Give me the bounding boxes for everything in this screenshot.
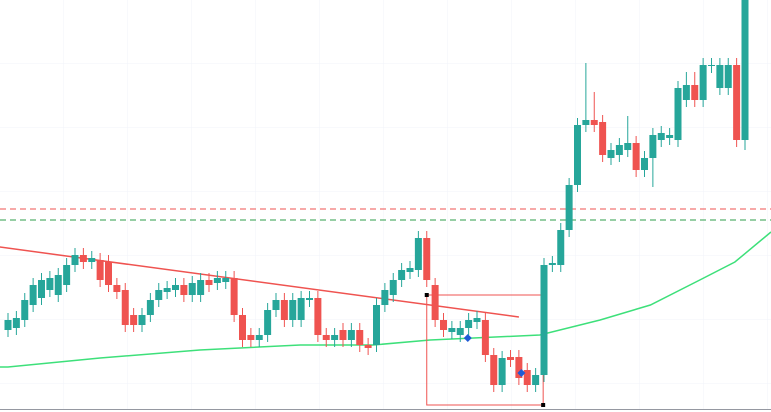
candle-body [649,135,657,158]
candle-body [113,285,121,292]
candle-body [565,185,573,230]
candle-body [624,143,632,150]
candle-body [146,300,154,315]
candle-body [515,357,523,378]
candle-body [398,270,406,280]
candle-body [331,335,339,340]
candle-body [230,278,238,315]
candle-body [607,150,615,158]
candle-body [4,320,12,330]
candle-body [632,143,640,170]
candle-body [264,310,272,335]
candle-body [46,278,54,290]
box-handle [541,403,546,407]
candle-body [733,65,741,140]
candle-body [691,85,699,100]
candle-body [490,355,498,385]
box-handle [424,293,429,297]
candle-body [465,320,473,328]
candle-body [523,370,531,385]
candle-body [289,300,297,320]
candle-body [306,298,313,300]
candle-body [297,298,305,320]
moving-average-line [0,231,771,368]
candle-body [163,288,171,292]
candle-body [456,328,464,335]
candle-body [247,335,255,340]
candle-body [255,335,263,340]
marker [463,334,472,342]
candle-body [280,300,288,320]
candle-body [96,260,104,280]
candle-body [188,283,196,295]
candle-body [138,315,146,325]
candle-body [532,375,540,385]
candle-body [708,65,715,66]
candle-body [574,125,581,185]
candle-body [197,280,205,295]
candle-body [674,88,682,140]
candle-body [590,120,598,125]
candle-body [548,263,556,265]
candle-body [356,330,364,345]
candle-body [389,280,397,295]
candle-body [666,135,674,138]
candle-body [599,122,607,155]
candle-body [682,85,690,100]
candle-body [88,258,96,262]
candle-body [481,320,489,355]
candle-body [657,133,665,140]
candle-body [699,65,707,100]
candle-body [130,315,138,325]
candle-body [71,255,79,265]
candle-body [63,265,71,285]
candle-body [615,145,623,155]
candle-body [414,238,422,270]
marker [517,369,526,377]
candle-body [641,158,648,170]
candle-body [724,65,732,88]
candle-body [322,335,330,340]
candle-body [54,275,62,295]
candle-body [381,290,389,305]
candle-body [498,358,506,385]
candle-body [213,278,221,283]
candle-body [741,0,749,140]
candle-body [716,65,724,88]
candle-body [205,280,213,285]
candle-body [79,255,87,262]
candle-body [406,268,414,272]
candle-body [29,285,37,305]
candle-body [448,328,456,332]
candle-body [272,300,280,310]
candle-body [540,265,548,375]
candle-body [557,230,565,265]
candle-body [180,285,188,295]
candle-body [222,278,230,282]
candle-body [21,300,29,320]
candle-body [314,298,322,335]
candle-body [431,285,439,320]
candle-body [373,305,380,345]
candle-body [239,315,246,340]
candle-body [440,320,447,330]
candle-body [339,330,347,340]
candle-body [121,290,129,325]
candle-body [38,280,45,298]
candle-body [423,238,431,280]
candle-body [172,285,179,290]
candle-body [155,290,163,300]
candle-body [507,357,514,360]
candle-body [364,345,372,348]
candle-body [105,262,112,285]
candle-body [347,330,355,340]
candle-body [582,120,590,125]
candle-body [473,318,481,322]
candle-body [12,318,20,328]
